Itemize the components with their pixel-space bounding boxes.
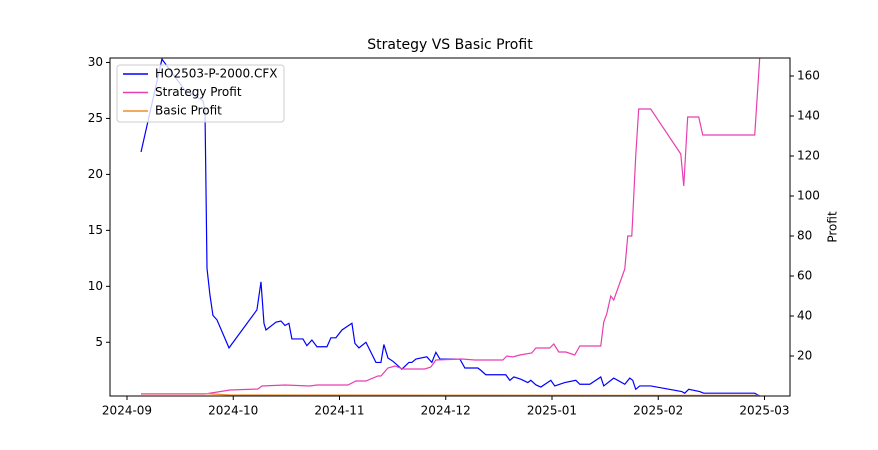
y2-tick-label: 160: [797, 69, 820, 83]
x-tick-label: 2024-11: [314, 404, 364, 418]
y2-tick-label: 60: [797, 269, 812, 283]
y-tick-label: 15: [88, 223, 103, 237]
plot-area: [140, 58, 761, 396]
axes-frame: [109, 57, 791, 397]
y2-tick-label: 100: [797, 189, 820, 203]
y-tick-label: 5: [95, 335, 103, 349]
legend-box: [116, 64, 285, 123]
y-tick-label: 30: [88, 55, 103, 69]
y2-tick-label: 140: [797, 109, 820, 123]
legend-label: Strategy Profit: [155, 85, 242, 99]
x-tick-label: 2024-09: [102, 404, 152, 418]
legend-label: HO2503-P-2000.CFX: [155, 67, 278, 81]
y2-tick-label: 20: [797, 349, 812, 363]
x-tick-label: 2025-02: [633, 404, 683, 418]
chart-title: Strategy VS Basic Profit: [367, 37, 533, 53]
series-line: [141, 393, 760, 396]
x-tick-label: 2025-03: [739, 404, 789, 418]
series-line: [141, 58, 761, 395]
y2-tick-label: 120: [797, 149, 820, 163]
legend: HO2503-P-2000.CFX Strategy Profit Basic Pr…: [116, 64, 285, 123]
x-tick-label: 2024-10: [208, 404, 258, 418]
y-tick-label: 20: [88, 167, 103, 181]
y2-tick-label: 80: [797, 229, 812, 243]
y2-tick-label: 40: [797, 309, 812, 323]
y-tick-label: 10: [88, 279, 103, 293]
legend-label: Basic Profit: [155, 104, 222, 118]
x-tick-label: 2025-01: [527, 404, 577, 418]
series-line: [140, 58, 761, 396]
x-tick-label: 2024-12: [421, 404, 471, 418]
y-tick-label: 25: [88, 111, 103, 125]
y2-axis-label: Profit: [826, 211, 840, 243]
